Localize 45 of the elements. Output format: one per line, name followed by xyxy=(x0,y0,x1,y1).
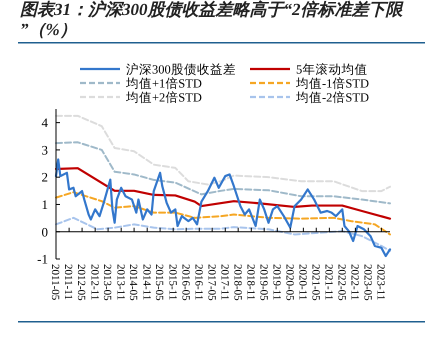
x-tick-label: 2020-11 xyxy=(296,264,309,300)
x-tick-label: 2011-05 xyxy=(49,264,62,301)
line-series xyxy=(54,167,392,220)
x-tick-label: 2020-05 xyxy=(283,264,296,302)
y-tick-label: 2 xyxy=(42,170,48,185)
line-series xyxy=(55,191,391,236)
x-tick-label: 2015-05 xyxy=(153,264,166,302)
x-tick-label: 2019-11 xyxy=(270,264,282,300)
chart-title: 图表31：沪深300股债收益差略高于“2倍标准差下限”（%） xyxy=(20,0,404,39)
line-series xyxy=(54,158,392,258)
x-tick-label: 2016-05 xyxy=(179,264,192,302)
x-tick-label: 2016-11 xyxy=(192,264,204,300)
x-tick-label: 2021-11 xyxy=(322,264,335,300)
x-tick-label: 2011-11 xyxy=(62,264,74,300)
x-tick-label: 2012-11 xyxy=(88,264,100,300)
x-tick-label: 2014-11 xyxy=(140,264,152,300)
legend-label: 5年滚动均值 xyxy=(296,62,368,76)
legend-label: 沪深300股债收益差 xyxy=(126,61,236,76)
line-series xyxy=(55,114,391,192)
y-tick-label: 4 xyxy=(42,115,48,130)
y-tick-label: -1 xyxy=(37,252,48,267)
x-tick-label: 2017-11 xyxy=(218,264,230,300)
line-series xyxy=(55,216,391,252)
x-tick-label: 2015-11 xyxy=(166,264,178,300)
x-tick-label: 2023-11 xyxy=(374,264,387,300)
legend-label: 均值-2倍STD xyxy=(295,90,370,104)
x-tick-label: 2021-05 xyxy=(309,264,322,302)
x-tick-label: 2019-05 xyxy=(257,264,270,302)
y-tick-label: 1 xyxy=(42,197,48,212)
legend-label: 均值+2倍STD xyxy=(125,90,202,104)
y-tick-label: 0 xyxy=(42,224,48,240)
x-tick-label: 2013-11 xyxy=(114,264,126,300)
x-tick-label: 2017-05 xyxy=(205,264,218,302)
legend-label: 均值-1倍STD xyxy=(295,76,370,90)
x-tick-label: 2018-05 xyxy=(231,264,244,302)
x-tick-label: 2012-05 xyxy=(75,264,88,302)
line-series xyxy=(55,141,391,204)
x-tick-label: 2022-05 xyxy=(335,264,348,302)
x-tick-label: 2023-05 xyxy=(361,264,374,302)
x-tick-label: 2022-11 xyxy=(348,264,361,300)
y-tick-label: 3 xyxy=(42,142,48,158)
x-tick-label: 2013-05 xyxy=(101,264,114,302)
legend-label: 均值+1倍STD xyxy=(125,76,202,90)
x-tick-label: 2014-05 xyxy=(127,264,140,302)
x-tick-label: 2018-11 xyxy=(244,264,256,300)
